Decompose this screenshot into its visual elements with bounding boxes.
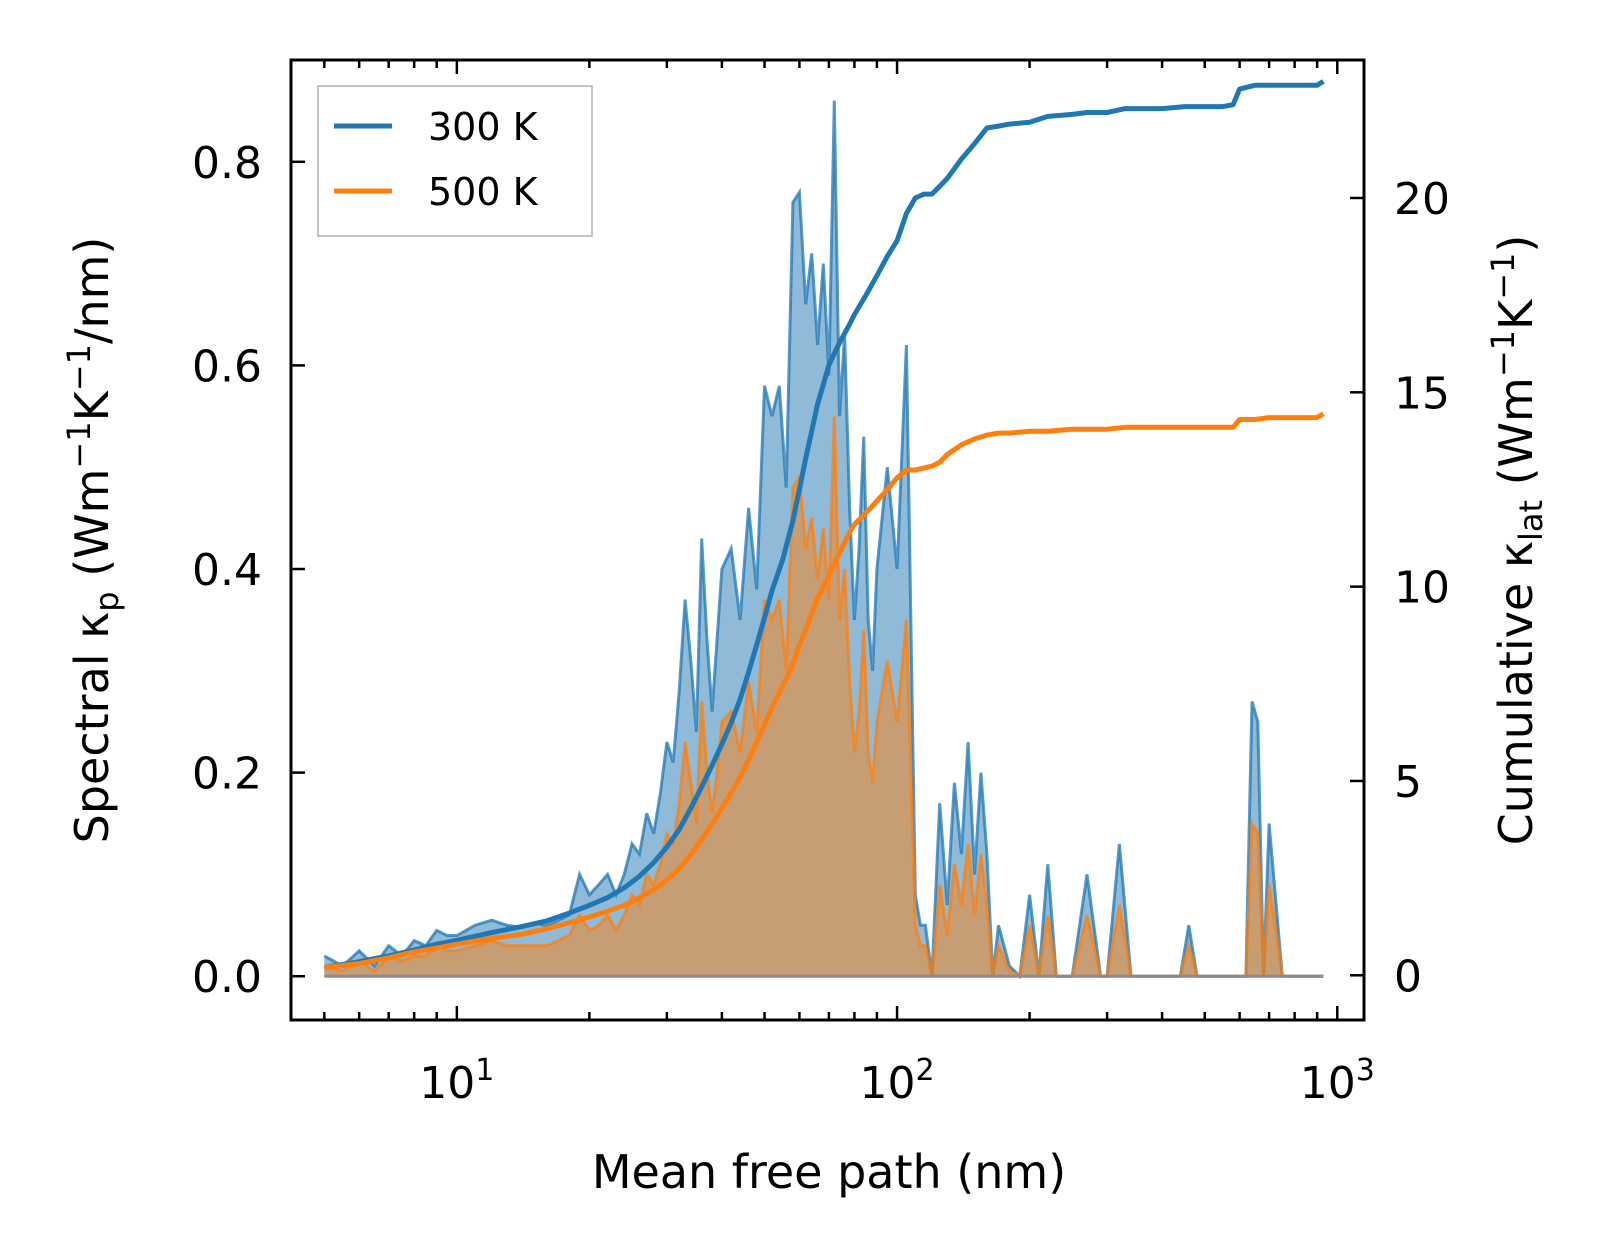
ticks-layer <box>291 60 1364 1020</box>
y-left-tick-label-2: 0.4 <box>192 545 262 596</box>
x-tick-label-1: 101 <box>419 1053 494 1109</box>
legend-label-300k: 300 K <box>428 105 539 149</box>
y-right-tick-label-1: 5 <box>1394 757 1422 808</box>
cumulative-line-500k <box>324 411 1325 970</box>
y-left-tick-label-1: 0.2 <box>192 749 262 800</box>
y-left-tick-labels: 0.0 0.2 0.4 0.6 0.8 <box>192 138 262 1003</box>
x-tick-labels: 101 102 103 <box>419 1053 1375 1109</box>
y-left-axis-label: Spectral κp (Wm−1K−1/nm) <box>60 237 126 844</box>
legend: 300 K 500 K <box>317 85 593 237</box>
y-left-tick-label-3: 0.6 <box>192 341 262 392</box>
y-right-axis-label: Cumulative κlat (Wm−1K−1) <box>1484 235 1550 846</box>
cumulative-line-300k <box>323 79 1325 970</box>
legend-label-500k: 500 K <box>428 170 539 214</box>
spectral-area-500k <box>324 416 1324 977</box>
y-right-tick-label-3: 15 <box>1394 368 1450 419</box>
x-tick-label-3: 103 <box>1300 1053 1375 1109</box>
x-tick-label-2: 102 <box>860 1053 935 1109</box>
legend-box <box>317 85 593 237</box>
y-left-tick-label-4: 0.8 <box>192 138 262 189</box>
y-right-tick-labels: 0 5 10 15 20 <box>1394 174 1450 1002</box>
y-right-tick-label-0: 0 <box>1394 951 1422 1002</box>
plot-area <box>323 79 1325 980</box>
y-right-tick-label-4: 20 <box>1394 174 1450 225</box>
cumulative-line-layer <box>323 79 1325 970</box>
axes-frame <box>289 58 1366 1022</box>
y-left-tick-label-0: 0.0 <box>192 952 262 1003</box>
x-axis-label: Mean free path (nm) <box>592 1145 1066 1199</box>
y-right-tick-label-2: 10 <box>1394 563 1450 614</box>
